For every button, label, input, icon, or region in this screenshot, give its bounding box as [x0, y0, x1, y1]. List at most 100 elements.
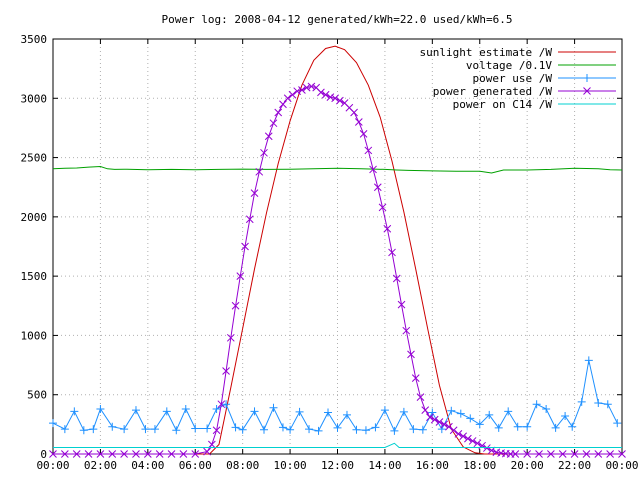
data-point [305, 425, 314, 434]
data-point [295, 407, 304, 416]
data-point [49, 419, 57, 428]
data-point [409, 425, 418, 434]
data-point [172, 426, 181, 435]
data-point [359, 130, 368, 138]
data-point [245, 215, 254, 224]
data-point [72, 450, 81, 458]
series-line [53, 45, 622, 455]
data-point [535, 450, 543, 458]
data-point [570, 450, 579, 458]
data-point [203, 424, 212, 433]
x-tick-labels: 00:00 02:00 04:00 06:00 08:00 10:00 12:00 14:00… [36, 459, 638, 472]
data-point [181, 404, 190, 413]
data-point [478, 441, 486, 450]
data-point [485, 410, 494, 419]
data-point [191, 450, 200, 458]
x-tick-label: 16:00 [416, 459, 449, 472]
data-point [504, 407, 513, 416]
data-point [231, 423, 240, 432]
data-point [236, 272, 245, 280]
data-point [523, 450, 532, 458]
data-point [96, 450, 105, 458]
data-point [250, 407, 259, 416]
data-point [120, 425, 129, 434]
y-tick-label: 3500 [21, 33, 48, 46]
data-point [96, 404, 105, 413]
y-tick-label: 2500 [21, 152, 48, 165]
y-tick-label: 3000 [21, 92, 48, 105]
data-point [618, 450, 626, 458]
data-point [577, 397, 586, 406]
y-tick-labels: 0 500 1000 1500 2000 2500 3000 3500 [21, 33, 48, 461]
data-point [269, 119, 278, 128]
data-point [212, 404, 221, 413]
data-point [416, 393, 425, 401]
data-point [475, 420, 484, 429]
data-point [250, 189, 259, 197]
legend-label: power generated /W [433, 85, 553, 98]
x-tick-label: 12:00 [321, 459, 354, 472]
series-2 [49, 356, 622, 435]
data-point [487, 446, 496, 455]
data-point [435, 418, 444, 426]
data-point [350, 108, 358, 117]
data-point [238, 425, 247, 434]
y-tick-label: 500 [27, 389, 47, 402]
data-point [302, 83, 311, 92]
data-point [558, 450, 567, 458]
data-point [260, 148, 268, 157]
data-point [333, 423, 342, 432]
data-point [288, 90, 297, 99]
data-point [336, 96, 344, 105]
data-point [411, 374, 420, 382]
data-point [388, 248, 396, 257]
data-point [473, 439, 482, 448]
series-3 [49, 82, 626, 458]
data-point [494, 423, 503, 432]
x-tick-label: 14:00 [368, 459, 401, 472]
data-point [84, 450, 93, 458]
chart-title: Power log: 2008-04-12 generated/kWh=22.0… [162, 13, 513, 26]
data-point [483, 444, 491, 452]
data-point [226, 333, 235, 342]
data-point [399, 407, 408, 416]
data-point [561, 412, 570, 421]
data-point [278, 423, 287, 432]
data-point [445, 422, 453, 431]
x-tick-label: 08:00 [226, 459, 259, 472]
data-point [447, 406, 456, 415]
data-point [532, 400, 541, 409]
data-point [492, 448, 501, 457]
series-group [49, 45, 626, 458]
data-point [269, 403, 278, 412]
data-point [143, 450, 152, 458]
data-point [162, 407, 171, 416]
data-point [418, 425, 427, 434]
data-point [241, 242, 249, 251]
data-point [132, 450, 140, 458]
legend-label: sunlight estimate /W [420, 46, 553, 59]
legend-marker [583, 74, 591, 82]
data-point [449, 426, 458, 435]
data-point [354, 118, 363, 126]
data-point [342, 410, 351, 419]
data-point [286, 425, 295, 434]
data-point [397, 300, 406, 309]
data-point [307, 82, 316, 91]
y-tick-label: 1500 [21, 270, 48, 283]
data-point [231, 301, 240, 310]
data-point [203, 447, 211, 456]
data-point [390, 426, 399, 435]
data-point [392, 274, 401, 283]
data-point [402, 326, 411, 335]
x-tick-label: 20:00 [511, 459, 544, 472]
data-point [459, 432, 468, 441]
data-point [513, 422, 522, 431]
data-point [547, 450, 555, 458]
data-point [283, 94, 292, 103]
data-point [603, 400, 612, 409]
data-point [378, 203, 387, 212]
data-point [167, 450, 176, 458]
data-point [264, 132, 273, 141]
data-point [120, 450, 128, 458]
